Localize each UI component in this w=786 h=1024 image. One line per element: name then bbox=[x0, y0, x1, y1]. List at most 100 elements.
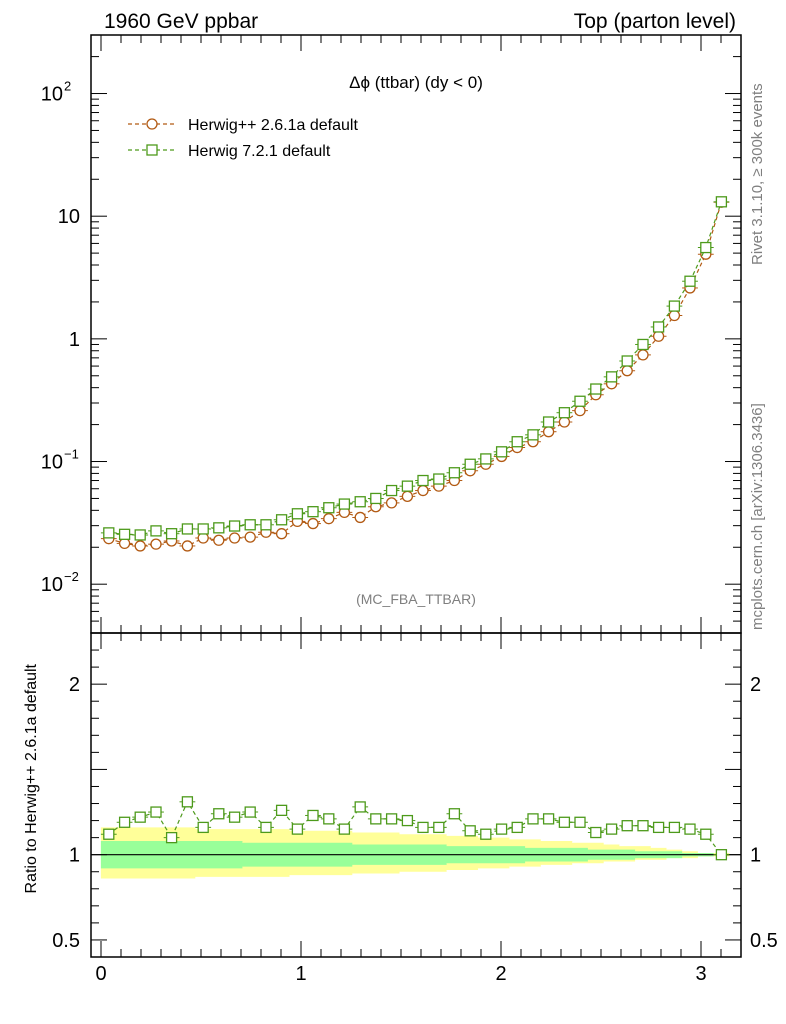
data-point bbox=[480, 828, 492, 840]
data-point bbox=[354, 511, 366, 524]
data-point bbox=[605, 371, 618, 383]
data-point bbox=[464, 825, 476, 837]
data-point bbox=[652, 330, 665, 342]
data-point bbox=[275, 514, 288, 526]
data-point bbox=[338, 823, 351, 835]
header-left-label: 1960 GeV ppbar bbox=[104, 10, 258, 33]
data-point bbox=[134, 540, 146, 552]
analysis-tag: (MC_FBA_TTBAR) bbox=[356, 591, 476, 607]
data-point bbox=[118, 528, 131, 540]
y-tick-label-right: 2 bbox=[750, 674, 761, 696]
y-tick-label: 1 bbox=[69, 329, 80, 351]
data-point bbox=[558, 407, 571, 419]
x-tick-label: 0 bbox=[95, 963, 106, 985]
data-point bbox=[165, 528, 178, 540]
y-tick-label: 10 bbox=[41, 452, 63, 474]
data-point bbox=[213, 808, 225, 820]
data-point bbox=[385, 484, 398, 497]
data-point bbox=[495, 446, 508, 458]
data-point bbox=[621, 355, 633, 367]
data-point bbox=[652, 821, 665, 834]
ratio-frame bbox=[90, 632, 742, 958]
series-line bbox=[108, 800, 722, 856]
data-point bbox=[307, 809, 319, 822]
y-tick-label: 10 bbox=[41, 574, 63, 596]
legend-marker bbox=[146, 144, 158, 156]
data-point bbox=[134, 529, 146, 541]
data-point bbox=[401, 490, 414, 503]
data-point bbox=[590, 383, 602, 395]
y-tick-label: 2 bbox=[69, 674, 80, 696]
data-point bbox=[668, 300, 681, 312]
legend-label: Herwig 7.2.1 default bbox=[188, 143, 331, 160]
data-point bbox=[181, 523, 194, 535]
data-point bbox=[244, 519, 256, 531]
y-tick-label: −2 bbox=[64, 569, 79, 584]
data-point bbox=[275, 804, 288, 816]
data-point bbox=[401, 480, 414, 492]
data-point bbox=[197, 523, 209, 535]
data-point bbox=[275, 528, 288, 540]
legend-marker bbox=[146, 118, 158, 130]
data-point bbox=[213, 534, 225, 546]
ratio-ylabel: Ratio to Herwig++ 2.6.1a default bbox=[23, 663, 40, 893]
data-point bbox=[323, 813, 335, 825]
data-point bbox=[228, 811, 241, 823]
data-point bbox=[385, 497, 398, 509]
data-point bbox=[542, 426, 555, 438]
y-tick-label: −1 bbox=[64, 447, 79, 462]
data-point bbox=[134, 811, 146, 823]
data-point bbox=[684, 275, 696, 287]
data-point bbox=[511, 821, 523, 834]
data-point bbox=[401, 814, 414, 827]
data-point bbox=[433, 821, 445, 834]
data-point bbox=[228, 520, 241, 532]
data-point bbox=[103, 828, 115, 840]
data-point bbox=[260, 821, 272, 834]
data-point bbox=[448, 808, 461, 820]
data-point bbox=[715, 849, 728, 861]
data-point bbox=[260, 519, 272, 531]
y-tick-label: 10 bbox=[41, 84, 63, 106]
data-point bbox=[448, 467, 461, 479]
data-point bbox=[354, 801, 366, 813]
y-tick-label: 10 bbox=[58, 206, 80, 228]
data-point bbox=[637, 820, 649, 832]
data-point bbox=[700, 828, 712, 840]
data-point bbox=[574, 395, 586, 407]
data-point bbox=[542, 813, 555, 825]
data-point bbox=[558, 816, 571, 828]
x-tick-label: 3 bbox=[695, 963, 706, 985]
data-point bbox=[323, 513, 335, 525]
data-point bbox=[417, 484, 429, 497]
data-point bbox=[165, 831, 178, 844]
data-point bbox=[715, 196, 728, 208]
data-point bbox=[244, 531, 256, 543]
data-point bbox=[385, 813, 398, 825]
data-point bbox=[652, 321, 665, 333]
data-point bbox=[150, 806, 162, 818]
data-point bbox=[307, 517, 319, 530]
legend-label: Herwig++ 2.6.1a default bbox=[188, 117, 358, 134]
data-point bbox=[307, 506, 319, 518]
data-point bbox=[213, 522, 225, 534]
data-point bbox=[574, 404, 586, 417]
data-point bbox=[590, 826, 602, 839]
data-point bbox=[370, 813, 382, 825]
data-point bbox=[637, 338, 649, 351]
data-point bbox=[668, 309, 681, 322]
data-point bbox=[103, 527, 115, 539]
data-point bbox=[637, 349, 649, 361]
data-point bbox=[527, 813, 539, 825]
data-point bbox=[244, 806, 256, 818]
data-point bbox=[495, 823, 508, 835]
data-point bbox=[228, 532, 241, 544]
data-point bbox=[338, 498, 351, 510]
data-point bbox=[197, 821, 209, 834]
data-point bbox=[574, 816, 586, 828]
data-point bbox=[181, 796, 194, 808]
ratio-panel: 0.5 0.5 1 1 2 2 0 1 2 3 Ratio to Herwig++ 2.6.1a d… bbox=[23, 632, 778, 985]
chart-title: Δϕ (ttbar) (dy < 0) bbox=[349, 73, 483, 92]
data-point bbox=[150, 538, 162, 550]
